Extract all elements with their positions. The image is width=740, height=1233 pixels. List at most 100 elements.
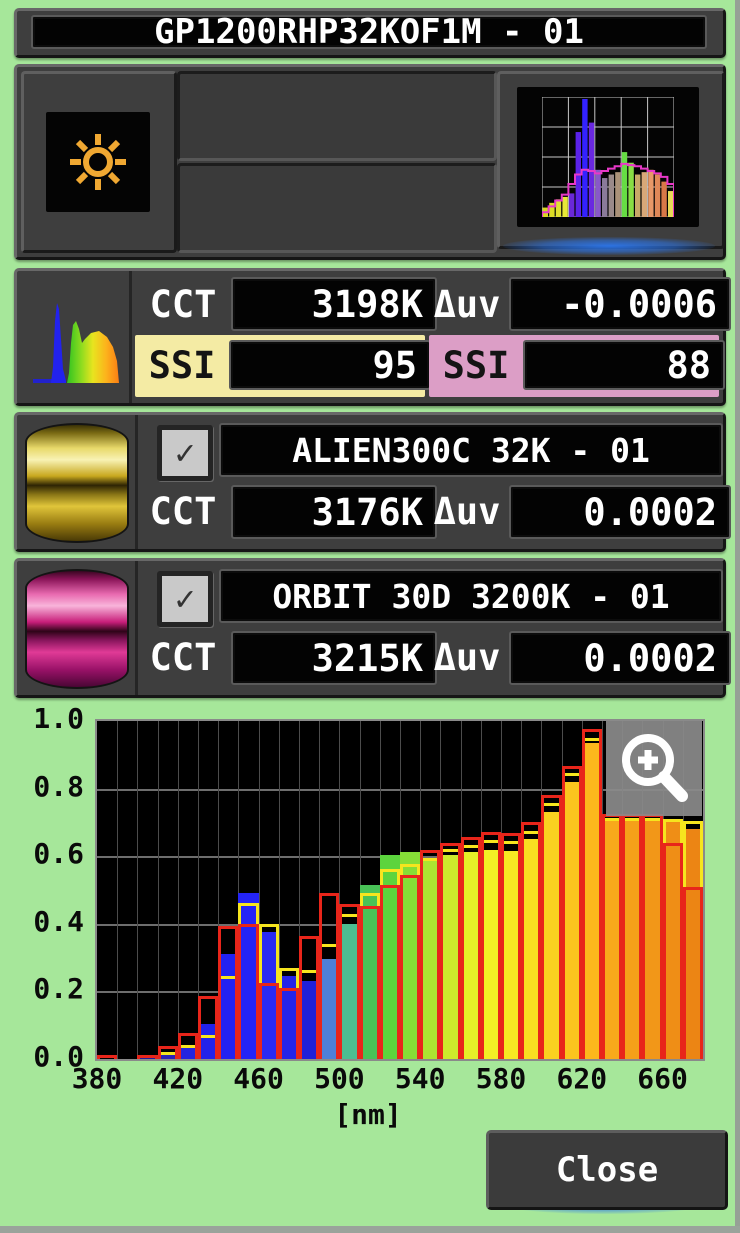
- ssi-yellow-label: SSI: [148, 343, 216, 387]
- spectrum-bar-fill: [339, 923, 360, 1059]
- close-button[interactable]: Close: [486, 1130, 728, 1210]
- reference1-duv-label: Δuv: [433, 489, 501, 533]
- checkmark-icon: ✓: [174, 579, 196, 619]
- light-source-button[interactable]: [21, 71, 177, 253]
- title-bar-panel: GP1200RHP32KOF1M - 01: [14, 8, 726, 58]
- reference1-name-display[interactable]: ALIEN300C 32K - 01: [219, 423, 723, 477]
- cct-label: CCT: [149, 282, 217, 326]
- x-tick-label: 380: [71, 1062, 123, 1095]
- spectrum-bar-fill: [682, 829, 703, 1059]
- spectrum-bar-fill: [440, 854, 461, 1059]
- x-tick-label: 460: [233, 1062, 284, 1095]
- thumbnail-focus-glow: [503, 237, 715, 255]
- reference2-cct-display: 3215K: [231, 631, 437, 685]
- x-tick-label: 620: [556, 1062, 608, 1095]
- panel-divider: [129, 271, 132, 403]
- reference2-outline-bar: [238, 923, 259, 1059]
- ssi-yellow-value-display: 95: [229, 340, 431, 390]
- chart-zoom-button[interactable]: [606, 721, 702, 816]
- spectrum-bar-fill: [662, 822, 683, 1059]
- spectrum-bar-fill: [218, 954, 239, 1059]
- reference2-duv-value: 0.0002: [583, 636, 717, 680]
- v-gridline: [117, 721, 119, 1059]
- cct-value-display: 3198K: [231, 277, 437, 331]
- spectrum-chart-plot: [95, 719, 705, 1061]
- spectrum-bar-fill: [561, 781, 582, 1059]
- spectrum-bar-fill: [460, 852, 481, 1059]
- ssi-pink-value: 88: [666, 343, 711, 387]
- x-tick-label: 420: [152, 1062, 204, 1095]
- reference2-panel: ✓ ORBIT 30D 3200K - 01 CCT 3215K Δuv 0.0…: [14, 558, 731, 698]
- x-tick-label: 580: [475, 1062, 527, 1095]
- reference2-outline-bar: [420, 850, 441, 1059]
- spectrum-thumbnail-chart: [542, 97, 674, 217]
- reference1-checkbox[interactable]: ✓: [157, 425, 213, 481]
- spectrum-bar-fill: [319, 959, 340, 1059]
- y-tick-label: 0.2: [33, 972, 84, 1006]
- v-gridline: [238, 721, 240, 1059]
- reference1-cct-value: 3176K: [311, 490, 423, 534]
- spectrum-bar-fill: [379, 854, 400, 1059]
- reference1-duv-value: 0.0002: [583, 490, 717, 534]
- panel-divider: [135, 415, 138, 549]
- spectrum-thumbnail-button[interactable]: [497, 71, 725, 249]
- x-axis-unit-label: [nm]: [334, 1098, 402, 1131]
- spectrum-bar-fill: [602, 820, 623, 1059]
- spectrum-bar-fill: [521, 839, 542, 1059]
- y-tick-label: 1.0: [33, 702, 84, 735]
- reference2-outline-bar: [440, 842, 461, 1059]
- v-gridline: [198, 721, 199, 1059]
- v-gridline: [157, 721, 159, 1059]
- reference2-outline-bar: [541, 794, 562, 1059]
- spectrum-bar-fill: [420, 861, 441, 1059]
- reference2-outline-bar: [218, 925, 239, 1059]
- y-tick-label: 0.0: [33, 1040, 84, 1073]
- reference2-outline-bar: [97, 1055, 118, 1059]
- reference2-name: ORBIT 30D 3200K - 01: [272, 576, 670, 616]
- reference2-outline-bar: [177, 1032, 198, 1059]
- reference1-gold-cylinder-icon[interactable]: [25, 423, 129, 543]
- v-gridline: [177, 721, 179, 1059]
- reference2-pink-cylinder-icon[interactable]: [25, 569, 129, 689]
- reference2-outline-bar: [622, 813, 643, 1059]
- reference2-cct-label: CCT: [149, 635, 217, 679]
- reference1-cct-display: 3176K: [231, 485, 437, 539]
- ssi-pink-label: SSI: [442, 343, 510, 387]
- v-gridline: [339, 721, 341, 1059]
- reference2-duv-display: 0.0002: [509, 631, 731, 685]
- spectrum-bar-fill: [177, 1048, 198, 1059]
- y-tick-label: 0.6: [33, 837, 84, 871]
- spectrum-bar-fill: [581, 742, 602, 1059]
- screen-bezel-right: [735, 0, 740, 1233]
- y-tick-label: 0.8: [33, 769, 84, 803]
- spectrum-bar-fill: [157, 1054, 178, 1059]
- reference2-outline-bar: [561, 765, 582, 1059]
- duv-value: -0.0006: [561, 282, 717, 326]
- reference2-outline-bar: [581, 729, 602, 1059]
- reference2-outline-bar: [480, 831, 501, 1059]
- magnifier-plus-icon: [622, 733, 688, 802]
- v-gridline: [319, 721, 321, 1059]
- checkmark-icon: ✓: [174, 433, 196, 473]
- reference2-cct-value: 3215K: [311, 636, 423, 680]
- reference2-outline-bar: [379, 884, 400, 1059]
- reference2-checkbox[interactable]: ✓: [157, 571, 213, 627]
- main-light-name-display: GP1200RHP32KOF1M - 01: [31, 12, 707, 52]
- main-light-name: GP1200RHP32KOF1M - 01: [154, 12, 584, 52]
- y-tick-label: 0.4: [33, 904, 84, 938]
- memory-field-bottom: [177, 163, 497, 253]
- ssi-pink-value-display: 88: [523, 340, 725, 390]
- v-gridline: [137, 721, 139, 1059]
- reference2-outline-bar: [198, 996, 219, 1059]
- spectrum-bar-fill: [622, 820, 643, 1059]
- reference2-outline-bar: [278, 988, 299, 1059]
- v-gridline: [299, 721, 300, 1059]
- spectrum-bar-fill: [480, 850, 501, 1059]
- spectrum-bar-fill: [501, 851, 522, 1059]
- spectrum-bar-fill: [400, 852, 421, 1059]
- spectrum-bar-fill: [642, 820, 663, 1059]
- reference2-name-display[interactable]: ORBIT 30D 3200K - 01: [219, 569, 723, 623]
- reference2-outline-bar: [157, 1046, 178, 1059]
- ssi-yellow-swatch: SSI 95: [135, 335, 431, 397]
- v-gridline: [258, 721, 260, 1059]
